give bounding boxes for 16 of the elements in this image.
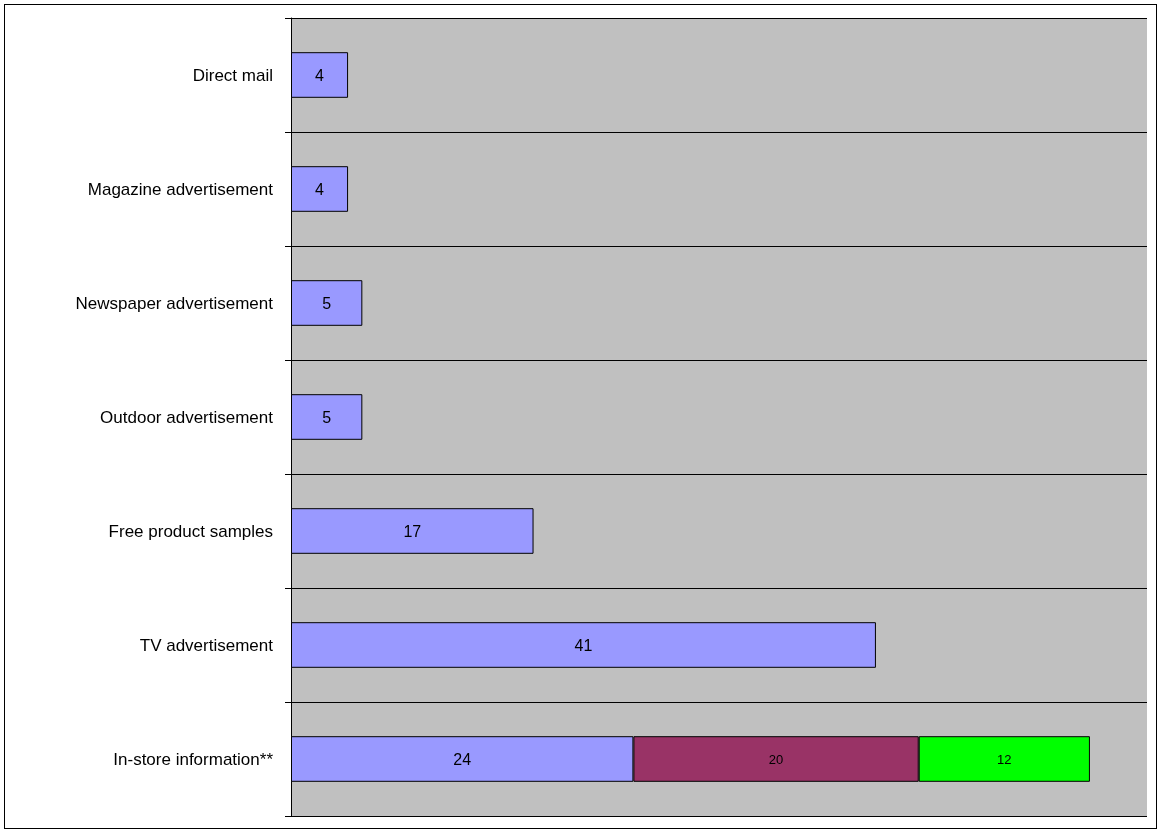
data-label: 41 [574, 636, 593, 654]
data-label: 5 [322, 294, 332, 312]
y-tick-label: Outdoor advertisement [100, 407, 274, 427]
y-tick-label: In-store information** [113, 749, 274, 769]
y-tick-label: Newspaper advertisement [75, 293, 274, 313]
y-tick-label: Free product samples [108, 521, 273, 541]
y-tick-label: TV advertisement [139, 635, 274, 655]
data-label: 5 [322, 408, 332, 426]
data-label: 4 [315, 66, 325, 84]
data-label: 4 [315, 180, 325, 198]
y-tick-label: Direct mail [192, 65, 273, 85]
data-label: 20 [768, 751, 784, 767]
data-label: 12 [997, 751, 1012, 767]
data-label: 24 [453, 750, 472, 768]
data-label: 17 [403, 522, 422, 540]
y-tick-label: Magazine advertisement [87, 179, 274, 199]
